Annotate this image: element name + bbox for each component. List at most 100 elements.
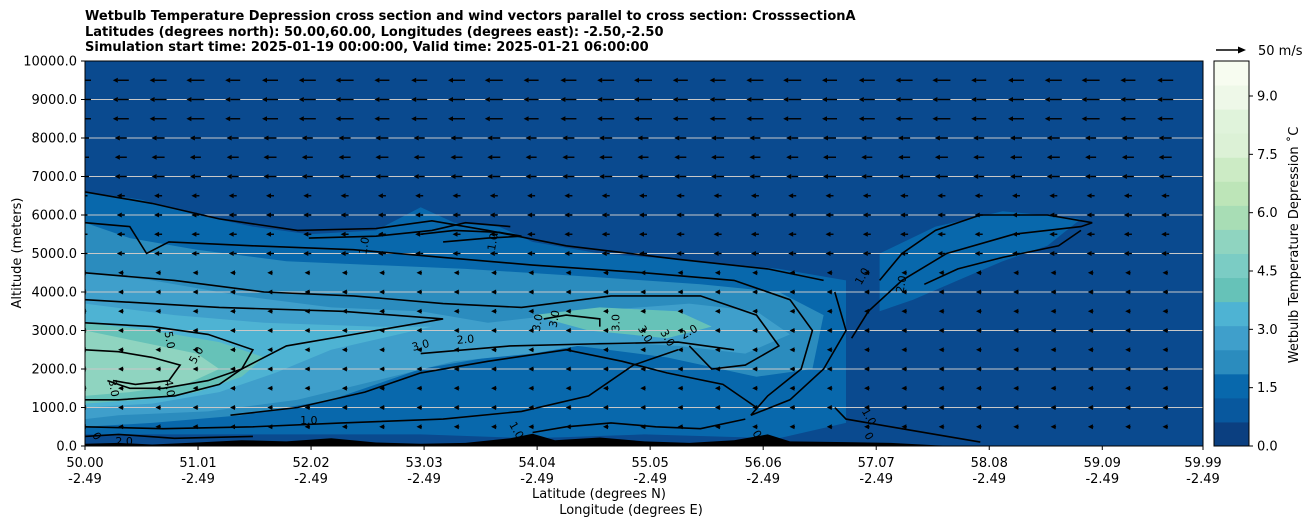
wind-vector-head: [900, 231, 906, 237]
wind-vector-head: [640, 328, 646, 333]
wind-vector-head: [1013, 366, 1019, 372]
wind-vector-head: [489, 231, 495, 237]
wind-vector-head: [76, 116, 81, 121]
wind-vector-head: [189, 174, 195, 179]
wind-vector-head: [155, 328, 161, 333]
wind-vector-head: [453, 385, 459, 391]
wind-vector-head: [379, 385, 385, 391]
wind-vector-head: [864, 308, 870, 314]
wind-vector-head: [489, 251, 495, 256]
wind-vector-head: [118, 289, 124, 295]
wind-vector-head: [1125, 308, 1131, 314]
wind-vector-head: [560, 77, 566, 83]
wind-vector-head: [453, 347, 459, 353]
wind-vector-head: [528, 308, 534, 314]
wind-vector-head: [825, 251, 831, 256]
wind-vector-head: [1120, 116, 1126, 122]
wind-vector-head: [527, 231, 533, 237]
wind-vector-head: [192, 328, 198, 333]
wind-vector-head: [155, 270, 161, 276]
wind-vector-head: [711, 154, 717, 160]
title-line-3: Simulation start time: 2025-01-19 00:00:…: [85, 40, 649, 55]
wind-vector-head: [448, 77, 453, 83]
wind-vector-head: [304, 347, 310, 353]
contour-line: [923, 229, 1082, 286]
wind-vector-head: [341, 385, 347, 391]
wind-vector-head: [1010, 174, 1015, 179]
wind-vector-head: [491, 366, 497, 372]
terrain-shading: [85, 433, 958, 446]
wind-vector-head: [78, 155, 83, 160]
wind-vector-head: [267, 289, 273, 295]
wind-vector-head: [491, 424, 497, 430]
wind-vector-head: [379, 308, 385, 314]
wind-vector-head: [1121, 174, 1127, 179]
x-tick-label-longitude: -2.49: [294, 472, 328, 487]
wind-vector-head: [714, 347, 720, 353]
wind-vector-head: [411, 97, 417, 102]
wind-vector-head: [341, 270, 347, 276]
wind-vector-head: [901, 289, 907, 295]
wind-vector-head: [565, 424, 571, 430]
wind-vector-head: [112, 97, 118, 102]
wind-vector-head: [976, 347, 981, 353]
wind-vector-head: [379, 347, 385, 353]
colorbar-segment: [1214, 205, 1249, 230]
wind-vector-head: [1008, 77, 1013, 83]
wind-vector-head: [601, 212, 607, 218]
wind-vector-head: [864, 289, 870, 295]
wind-vector-head: [976, 289, 981, 295]
wind-vector-head: [711, 174, 717, 179]
wind-vector-head: [864, 270, 870, 276]
colorbar-tick-label: 0.0: [1257, 440, 1278, 455]
wind-vector-head: [341, 308, 347, 314]
wind-vector-head: [191, 231, 197, 237]
colorbar-segment: [1214, 349, 1249, 375]
wind-vector-head: [527, 193, 533, 199]
wind-vector-head: [640, 405, 646, 410]
wind-vector-head: [714, 289, 720, 295]
wind-vector-head: [976, 424, 981, 430]
wind-vector-head: [639, 251, 644, 256]
wind-vector-head: [263, 154, 269, 160]
wind-vector-head: [487, 174, 493, 179]
contour-line: [85, 272, 781, 370]
wind-vector-head: [1125, 328, 1131, 333]
wind-vector-head: [379, 270, 385, 276]
wind-vector-head: [413, 135, 419, 141]
wind-vector-head: [1087, 424, 1093, 430]
wind-vector-head: [565, 270, 571, 276]
x-tick-label-latitude: 57.07: [858, 456, 895, 471]
wind-vector-head: [564, 193, 570, 199]
wind-vector-head: [1162, 270, 1168, 276]
wind-vector-head: [154, 231, 160, 237]
wind-vector-head: [637, 154, 643, 160]
wind-vector-head: [263, 174, 269, 179]
wind-vector-head: [1162, 308, 1168, 314]
wind-vector-head: [379, 366, 385, 372]
wind-vector-head: [413, 154, 419, 160]
colorbar-segment: [1214, 85, 1249, 110]
y-tick-label: 5000.0: [32, 247, 78, 262]
wind-vector-head: [789, 328, 795, 333]
wind-vector-head: [826, 347, 832, 353]
wind-vector-head: [901, 405, 907, 410]
wind-vector-head: [491, 289, 497, 295]
wind-vector-head: [192, 347, 198, 353]
wind-vector-head: [901, 424, 907, 430]
wind-vector-head: [452, 251, 458, 256]
wind-vector-head: [489, 193, 495, 199]
wind-vector-head: [191, 193, 197, 199]
wind-vector-head: [450, 135, 456, 141]
contour-label: 1.0: [485, 232, 501, 251]
wind-vector-head: [1162, 405, 1168, 410]
wind-vector-head: [1046, 135, 1052, 141]
wind-vectors: [76, 77, 1174, 430]
wind-vector-head: [225, 77, 231, 83]
wind-vector-head: [375, 174, 381, 179]
wind-vector-head: [230, 385, 235, 391]
wind-vector-head: [225, 116, 231, 122]
wind-vector-head: [752, 366, 758, 372]
wind-vector-head: [155, 289, 161, 295]
y-tick-label: 9000.0: [32, 93, 78, 108]
